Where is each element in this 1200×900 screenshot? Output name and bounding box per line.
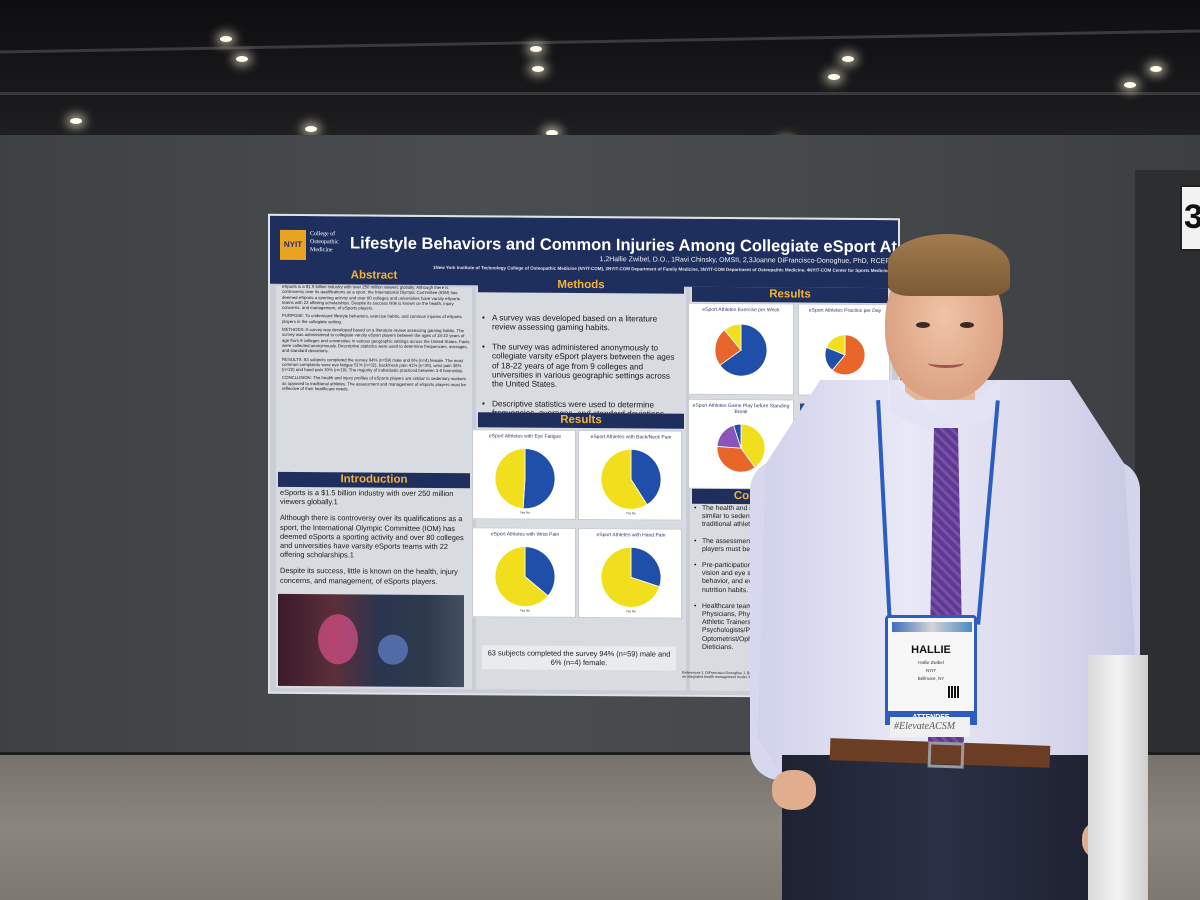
pie-slice-no [494,448,526,509]
introduction-body: eSports is a $1.5 billion industry with … [280,488,468,593]
pie-card-back-neck: eSport Athletes with Back/Neck Pain Yes … [578,429,682,521]
pie-slice-no [494,546,549,607]
introduction-heading: Introduction [278,471,470,489]
abstract-paragraph: PURPOSE: To understand lifestyle behavio… [282,313,462,325]
ceiling-beam [0,92,1200,95]
hair [888,234,1010,296]
pie-chart [494,546,556,607]
subjects-summary: 63 subjects completed the survey 94% (n=… [482,645,676,671]
pie-slice-d [733,423,742,449]
booth-number: 3 [1180,185,1200,251]
pie-chart [494,448,556,509]
left-eye [916,322,930,328]
pie-legend: Yes No [625,609,637,614]
pie-title: eSport Athletes with Eye Fatigue [488,433,562,440]
ceiling-beam [0,29,1200,54]
pie-title: eSport Athletes with Back/Neck Pain [590,434,672,441]
pie-slice-a [719,323,768,377]
nyit-logo: NYIT College of Osteopathic Medicine [280,229,350,270]
pie-slice-yes [630,546,662,588]
pie-chart [714,323,768,377]
research-poster: NYIT College of Osteopathic Medicine Lif… [270,215,898,697]
badge-org: NYIT [925,668,937,673]
pie-chart [600,448,662,510]
badge-name: HALLIE [911,644,951,656]
pie-slice-no [600,448,648,510]
smile [928,358,964,368]
ceiling-light [220,36,232,42]
ceiling-light [530,46,542,52]
belt-buckle [927,741,965,769]
abstract-paragraph: RESULTS: 63 subjects completed the surve… [282,356,464,374]
pie-legend: Yes No [519,510,531,515]
methods-heading: Methods [478,277,684,294]
methods-item: A survey was developed based on a litera… [482,313,682,333]
badge-location: Bellmore, NY [917,676,945,681]
ceiling-light [1124,82,1136,88]
pie-slice-b [714,329,742,366]
ceiling-light [1150,66,1162,72]
ceiling-light [546,130,558,136]
pie-card-practice: eSport Athletes Practice per Day [798,303,890,397]
photo-light [378,634,408,665]
pie-slice-yes [524,546,556,597]
pie-title: eSport Athletes with Hand Pain [596,532,666,539]
intro-paragraph: eSports is a $1.5 billion industry with … [280,487,454,507]
abstract-body: eSports is a $1.5 billion industry with … [282,284,470,396]
pie-title: eSport Athletes with Wrist Pain [490,531,560,538]
presenter: HALLIE Hallie Zwibel NYIT Bellmore, NY A… [750,230,1160,900]
abstract-paragraph: CONCLUSION: The health and injury profil… [282,375,467,392]
pie-card-hand: eSport Athletes with Hand Pain Yes No [578,527,682,619]
pie-chart [716,423,766,473]
pie-slice-a [740,423,766,469]
logo-badge: NYIT [280,229,306,261]
pie-chart [600,546,662,608]
badge-full-name: Hallie Zwibel [918,660,944,665]
left-hand [772,770,816,810]
pie-slice-c [825,334,846,356]
name-badge: HALLIE Hallie Zwibel NYIT Bellmore, NY A… [885,615,977,725]
pie-slice-yes [522,448,556,509]
poster-tube [1088,655,1148,900]
hashtag-card: #ElevateACSM [890,717,970,737]
ceiling-light [236,56,248,62]
abstract-paragraph: eSports is a $1.5 billion industry with … [282,283,460,311]
pie-slice-b [716,445,756,473]
badge-logos [892,622,972,632]
ceiling-light [305,126,317,132]
intro-paragraph: Although there is controversy over its q… [280,513,464,560]
ceiling-light [532,66,544,72]
pie-card-wrist: eSport Athletes with Wrist Pain Yes No [472,527,576,618]
pie-slice-a [831,334,866,376]
abstract-heading: Abstract [278,267,470,285]
pie-slice-no [600,546,661,608]
pie-card-eye-fatigue: eSport Athletes with Eye Fatigue Yes No [472,429,576,520]
ceiling-light [70,118,82,124]
logo-text: College of Osteopathic Medicine [310,231,339,254]
esports-arena-photo [278,593,464,688]
pie-legend: Yes No [625,511,637,516]
pie-card-standing-break: eSport Athletes Game Play before Standin… [688,398,794,490]
navy-pants [782,755,1100,900]
abstract-paragraph: METHODS: A survey was developed based on… [282,326,470,354]
ceiling-light [842,56,854,62]
pie-legend: Yes No [519,608,531,613]
pie-slice-c [723,323,742,352]
methods-item: The survey was administered anonymously … [482,342,682,390]
results-heading: Results [478,412,684,429]
right-eye [960,322,974,328]
pie-card-exercise: eSport Athletes Exercise per Week [688,302,794,396]
pie-chart [824,334,866,376]
qr-code-icon [948,686,960,698]
ceiling-light [828,74,840,80]
photo-light [318,614,358,665]
intro-paragraph: Despite its success, little is known on … [280,566,458,586]
